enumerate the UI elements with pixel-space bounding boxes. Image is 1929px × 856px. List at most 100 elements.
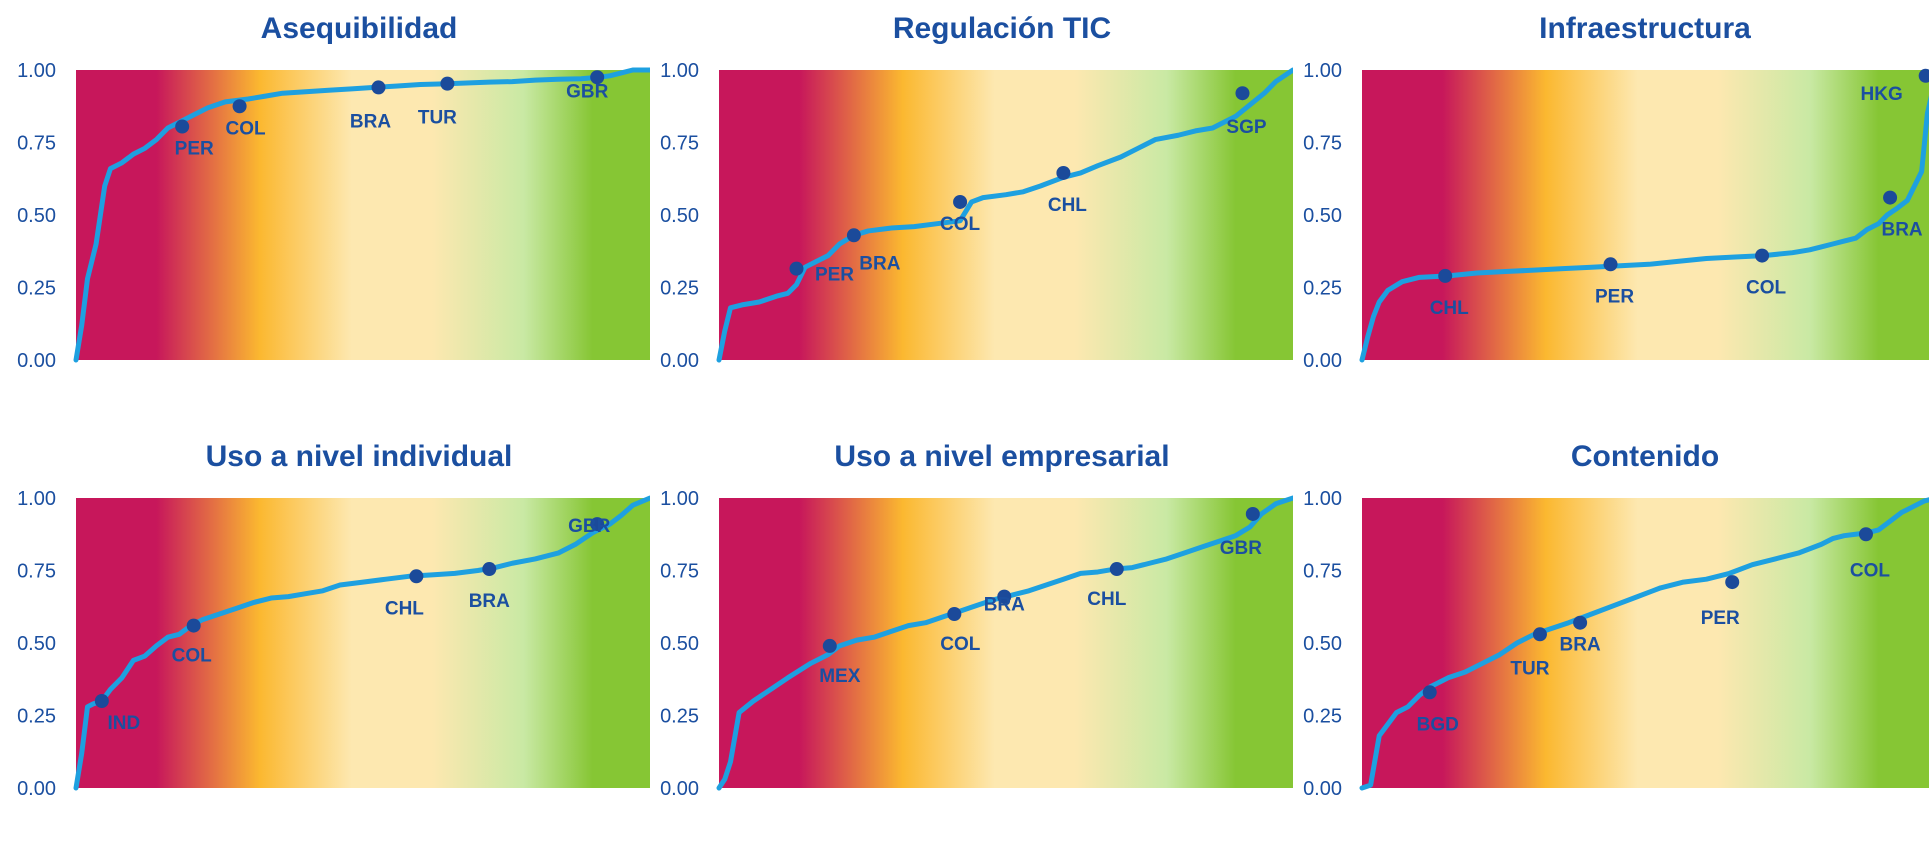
y-tick-label: 1.00 — [17, 60, 56, 82]
series-line — [73, 495, 650, 791]
country-marker — [409, 569, 424, 584]
country-label: CHL — [385, 598, 424, 619]
country-marker — [997, 589, 1012, 604]
country-marker — [953, 194, 968, 209]
country-label: GBR — [1220, 538, 1263, 559]
chart-title: Infraestructura — [1539, 12, 1751, 45]
country-marker — [1056, 165, 1071, 180]
country-marker — [822, 638, 837, 653]
y-tick-label: 0.00 — [660, 350, 699, 372]
gradient-background — [1362, 70, 1929, 360]
country-label: PER — [815, 265, 854, 286]
country-label: BGD — [1417, 714, 1459, 735]
y-tick-label: 0.25 — [17, 278, 56, 300]
country-label: GBR — [568, 516, 611, 537]
country-label: PER — [1701, 608, 1740, 629]
country-label: COL — [1850, 560, 1891, 581]
plot-area: BGD TUR BRA PER COL — [1359, 497, 1929, 791]
chart-panel: IND COL CHL BRA GBR 0.00 0.25 0.50 0.75 1.00 Uso a… — [0, 428, 650, 856]
y-tick-label: 0.75 — [1303, 133, 1342, 155]
country-marker — [1532, 627, 1547, 642]
chart-svg: BGD TUR BRA PER COL 0.00 0.25 0.50 0.75 1.00 Conte… — [1303, 440, 1929, 800]
y-tick-label: 0.75 — [17, 133, 56, 155]
country-label: COL — [940, 634, 981, 655]
country-marker — [1573, 615, 1588, 630]
country-label: COL — [172, 646, 213, 667]
gradient-background — [76, 498, 650, 788]
country-marker — [947, 607, 962, 621]
y-tick-label: 0.25 — [1303, 706, 1342, 728]
y-tick-label: 0.50 — [660, 205, 699, 227]
country-marker — [482, 562, 497, 577]
y-tick-label: 0.00 — [1303, 350, 1342, 372]
country-label: PER — [1595, 286, 1634, 307]
country-marker — [1109, 562, 1124, 577]
gradient-background — [719, 498, 1293, 788]
country-marker — [232, 99, 247, 114]
series-line — [1359, 95, 1929, 363]
country-marker — [1603, 257, 1618, 272]
country-label: BRA — [984, 595, 1025, 616]
plot-area: PER COL BRA TUR GBR — [73, 67, 650, 363]
y-tick-label: 0.75 — [1303, 561, 1342, 583]
country-marker — [1755, 248, 1770, 263]
country-label: SGP — [1226, 117, 1266, 138]
country-marker — [186, 618, 201, 633]
y-tick-label: 0.50 — [17, 205, 56, 227]
country-label: MEX — [819, 666, 861, 687]
chart-panel: MEX COL BRA CHL GBR 0.00 0.25 0.50 0.75 1.00 Uso a… — [643, 428, 1293, 856]
series-line — [716, 67, 1293, 363]
y-tick-label: 0.25 — [1303, 278, 1342, 300]
country-marker — [1918, 68, 1929, 83]
chart-svg: CHL PER COL BRA HKG 0.00 0.25 0.50 0.75 1.00 Infra… — [1303, 12, 1929, 372]
country-label: GBR — [566, 81, 609, 102]
y-tick-label: 0.75 — [660, 561, 699, 583]
plot-area: CHL PER COL BRA HKG — [1359, 68, 1929, 363]
series-line — [73, 67, 650, 363]
gradient-background — [76, 70, 650, 360]
chart-panel: CHL PER COL BRA HKG 0.00 0.25 0.50 0.75 1.00 Infra… — [1286, 0, 1929, 428]
chart-title: Contenido — [1571, 440, 1719, 473]
y-tick-label: 1.00 — [17, 488, 56, 510]
chart-panel: BGD TUR BRA PER COL 0.00 0.25 0.50 0.75 1.00 Conte… — [1286, 428, 1929, 856]
country-label: BRA — [469, 591, 510, 612]
y-tick-label: 0.50 — [660, 633, 699, 655]
chart-title: Regulación TIC — [893, 12, 1111, 45]
country-label: CHL — [1087, 589, 1126, 610]
country-marker — [590, 517, 605, 532]
chart-svg: PER COL BRA TUR GBR 0.00 0.25 0.50 0.75 1.00 Asequ… — [17, 12, 650, 372]
y-tick-label: 0.25 — [17, 706, 56, 728]
country-marker — [175, 119, 190, 134]
country-marker — [94, 694, 109, 708]
country-marker — [1422, 685, 1437, 700]
country-label: IND — [107, 713, 140, 734]
y-tick-label: 0.00 — [17, 778, 56, 800]
y-tick-label: 0.00 — [17, 350, 56, 372]
y-tick-label: 0.00 — [660, 778, 699, 800]
country-label: CHL — [1048, 195, 1087, 216]
country-marker — [440, 76, 455, 91]
y-tick-label: 1.00 — [660, 60, 699, 82]
country-label: BRA — [859, 253, 900, 274]
chart-svg: IND COL CHL BRA GBR 0.00 0.25 0.50 0.75 1.00 Uso a… — [17, 440, 650, 800]
country-marker — [1725, 575, 1740, 590]
y-tick-label: 0.00 — [1303, 778, 1342, 800]
country-label: PER — [175, 139, 214, 160]
plot-area: IND COL CHL BRA GBR — [73, 495, 650, 791]
country-label: TUR — [418, 108, 457, 129]
y-tick-label: 0.25 — [660, 278, 699, 300]
country-label: COL — [1746, 278, 1787, 299]
country-label: HKG — [1861, 84, 1903, 105]
y-tick-label: 0.50 — [1303, 205, 1342, 227]
y-tick-label: 0.75 — [17, 561, 56, 583]
country-marker — [1235, 86, 1250, 101]
chart-panel: PER COL BRA TUR GBR 0.00 0.25 0.50 0.75 1.00 Asequ… — [0, 0, 650, 428]
y-tick-label: 0.25 — [660, 706, 699, 728]
country-label: TUR — [1510, 658, 1549, 679]
country-marker — [1245, 506, 1260, 521]
country-marker — [1858, 527, 1873, 542]
country-marker — [371, 80, 386, 95]
